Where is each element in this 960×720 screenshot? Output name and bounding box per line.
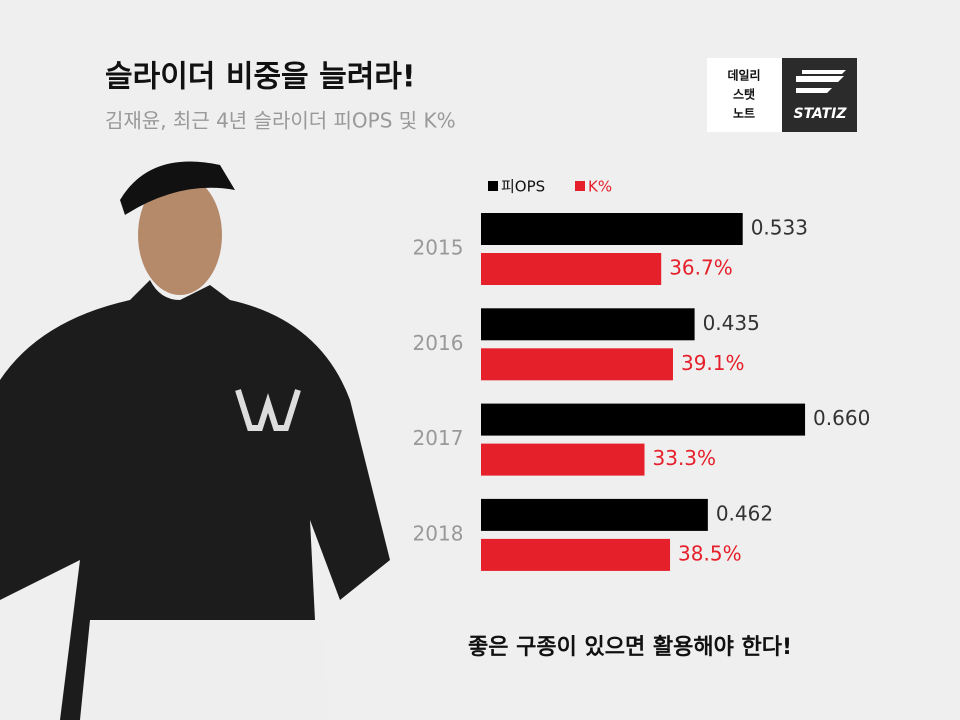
legend-label: 피OPS (501, 178, 545, 196)
face (138, 175, 222, 295)
value-label: 0.435 (703, 311, 760, 335)
value-label: 33.3% (653, 446, 717, 470)
bar (481, 498, 708, 531)
value-label: 0.462 (716, 501, 773, 525)
y-tick-label: 2016 (413, 331, 464, 355)
y-tick-label: 2015 (413, 236, 464, 260)
legend-label: K% (588, 178, 612, 196)
logo-text: 스탯 (733, 87, 755, 102)
logo-text: 데일리 (727, 68, 760, 83)
bar (481, 253, 662, 285)
bar (481, 403, 806, 436)
value-label: 39.1% (681, 351, 745, 375)
bar (481, 443, 645, 476)
caption: 좋은 구종이 있으면 활용해야 한다! (468, 635, 792, 660)
subtitle: 김재윤, 최근 4년 슬라이더 피OPS 및 K% (105, 109, 456, 133)
logo-brand: STATIZ (794, 106, 848, 122)
legend-swatch (575, 181, 585, 191)
player-photo (0, 161, 390, 720)
logo-kt (235, 389, 301, 431)
bar (481, 538, 671, 571)
cap (120, 161, 235, 215)
bar (481, 348, 673, 381)
logo: 데일리 스탯 노트 STATIZ (707, 58, 857, 132)
value-label: 0.533 (751, 216, 808, 240)
value-label: 38.5% (678, 541, 742, 565)
pants (80, 620, 330, 720)
y-tick-label: 2017 (413, 426, 464, 450)
logo-icon (796, 70, 846, 93)
title: 슬라이더 비중을 늘려라! (105, 60, 416, 95)
y-tick-label: 2018 (413, 521, 464, 545)
bar (481, 308, 695, 341)
bar (481, 213, 743, 245)
logo-left (707, 58, 782, 132)
jersey (0, 280, 390, 720)
value-label: 36.7% (669, 256, 733, 280)
value-label: 0.660 (813, 406, 870, 430)
logo-text: 노트 (733, 107, 755, 121)
legend-swatch (488, 181, 498, 191)
